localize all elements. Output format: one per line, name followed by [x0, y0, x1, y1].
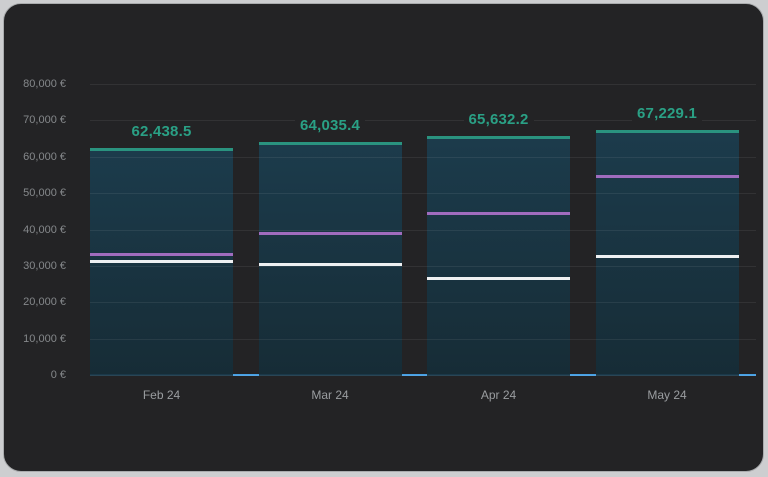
- x-axis-tick-label-apr-24: Apr 24: [480, 388, 517, 402]
- bar-may-24[interactable]: [595, 130, 739, 376]
- bar-top-line-feb-24: [90, 147, 233, 151]
- x-axis-tick-label-feb-24: Feb 24: [142, 388, 181, 402]
- y-axis-tick-label: 50,000 €: [23, 187, 66, 200]
- gridline: [90, 266, 756, 267]
- zero-baseline: [90, 374, 756, 376]
- bar-top-line-apr-24: [427, 136, 570, 140]
- gridline: [90, 302, 756, 303]
- marker-white-feb-24: [90, 260, 233, 263]
- y-axis-tick-label: 60,000 €: [23, 150, 66, 163]
- bar-value-label-mar-24: 64,035.4: [295, 116, 365, 136]
- marker-white-apr-24: [427, 277, 570, 281]
- bar-value-label-may-24: 67,229.1: [632, 104, 702, 124]
- marker-purple-may-24: [595, 174, 739, 178]
- marker-purple-apr-24: [427, 212, 570, 216]
- gridline: [90, 375, 756, 376]
- marker-purple-mar-24: [258, 231, 402, 235]
- marker-white-may-24: [595, 255, 739, 259]
- bar-top-line-may-24: [595, 130, 739, 134]
- y-axis-tick-label: 70,000 €: [23, 114, 66, 127]
- bar-value-label-feb-24: 62,438.5: [126, 121, 197, 141]
- y-axis-tick-label: 0 €: [50, 369, 66, 381]
- gridline: [90, 157, 756, 158]
- y-axis-tick-label: 20,000 €: [23, 296, 66, 309]
- gridline: [90, 339, 756, 340]
- y-axis-tick-label: 80,000 €: [23, 78, 66, 90]
- bar-top-line-mar-24: [258, 142, 402, 146]
- bar-mar-24[interactable]: [258, 142, 402, 376]
- y-axis-tick-label: 40,000 €: [23, 223, 66, 236]
- gridline: [90, 230, 756, 231]
- x-axis-tick-label-may-24: May 24: [647, 388, 687, 402]
- marker-purple-feb-24: [90, 252, 233, 256]
- gridline: [90, 84, 756, 85]
- marker-white-mar-24: [258, 263, 402, 267]
- y-axis-tick-label: 30,000 €: [23, 259, 66, 272]
- gridline: [90, 193, 756, 194]
- y-axis-tick-label: 10,000 €: [23, 332, 66, 345]
- bar-value-label-apr-24: 65,632.2: [463, 110, 534, 130]
- gridline: [90, 120, 756, 121]
- bar-apr-24[interactable]: [427, 136, 570, 376]
- x-axis-tick-label-mar-24: Mar 24: [311, 388, 349, 402]
